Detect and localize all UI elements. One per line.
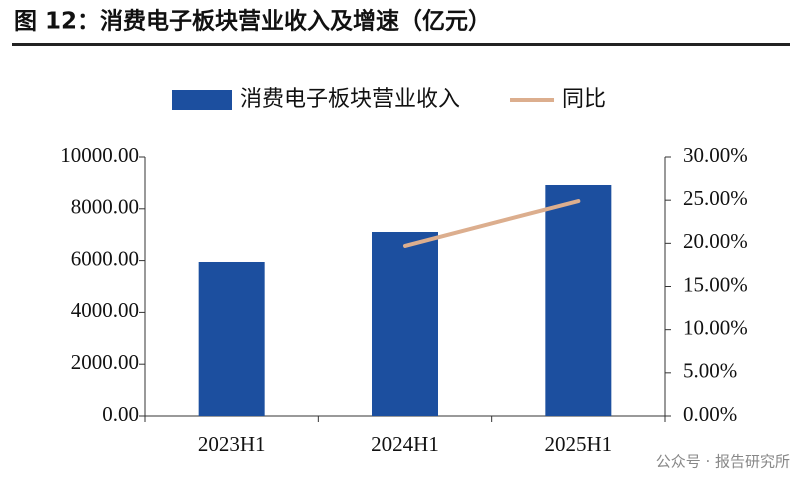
y2-tick-label: 15.00% xyxy=(683,272,748,296)
y-tick-label: 0.00 xyxy=(102,402,139,426)
chart-title: 图 12：消费电子板块营业收入及增速（亿元） xyxy=(14,8,491,35)
x-tick-label: 2025H1 xyxy=(544,432,612,456)
y2-tick-label: 30.00% xyxy=(683,143,748,167)
y2-tick-label: 5.00% xyxy=(683,359,737,383)
y2-tick-label: 10.00% xyxy=(683,315,748,339)
bar xyxy=(372,232,438,416)
x-tick-label: 2024H1 xyxy=(371,432,439,456)
legend-label: 同比 xyxy=(562,87,606,112)
y-tick-label: 2000.00 xyxy=(71,350,139,374)
y-tick-label: 4000.00 xyxy=(71,298,139,322)
y-tick-label: 8000.00 xyxy=(71,195,139,219)
line xyxy=(403,199,581,248)
y2-tick-label: 25.00% xyxy=(683,186,748,210)
watermark: 公众号 · 报告研究所 xyxy=(656,453,790,471)
y2-tick-label: 0.00% xyxy=(683,402,737,426)
title-rule xyxy=(12,43,790,46)
bar xyxy=(545,184,612,416)
y-tick-label: 6000.00 xyxy=(71,246,139,270)
y-tick-label: 10000.00 xyxy=(60,143,139,167)
legend-swatch xyxy=(172,90,232,110)
x-tick-label: 2023H1 xyxy=(198,432,266,456)
bar xyxy=(198,261,265,416)
legend-label: 消费电子板块营业收入 xyxy=(240,87,460,112)
y2-tick-label: 20.00% xyxy=(683,229,748,253)
